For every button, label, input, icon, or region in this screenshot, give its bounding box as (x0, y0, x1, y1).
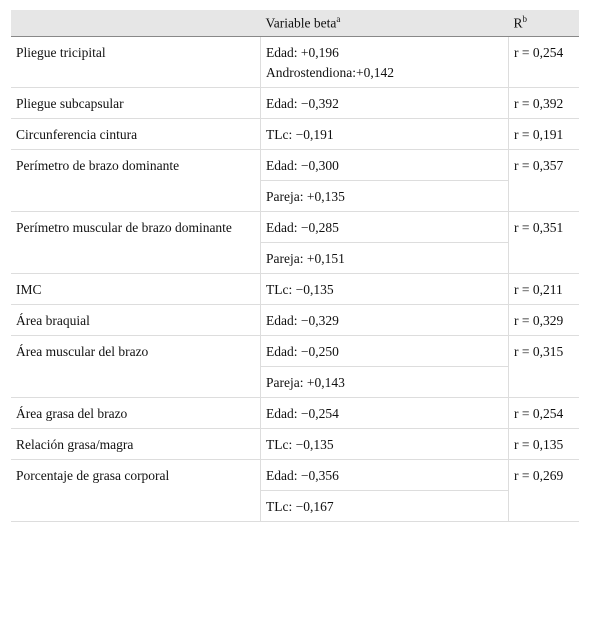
table-row: Pareja: +0,135 (11, 180, 579, 212)
beta-value: Pareja: +0,135 (266, 189, 345, 204)
beta-cell: Pareja: +0,143 (260, 366, 509, 398)
r-value: r = 0,135 (508, 428, 579, 460)
row-label: Área grasa del brazo (11, 397, 261, 429)
beta-value: Edad: −0,300 (266, 158, 339, 173)
table-row: IMC TLc: −0,135 r = 0,211 (11, 273, 579, 305)
header-text: Variable beta (265, 15, 337, 31)
row-label: Área muscular del brazo (11, 335, 261, 398)
table-row: Perímetro de brazo dominante Edad: −0,300… (11, 149, 579, 212)
footnote-mark: b (522, 14, 528, 25)
row-label: Pliegue tricipital (11, 36, 261, 88)
r-value: r = 0,254 (508, 36, 579, 88)
r-value: r = 0,329 (508, 304, 579, 336)
beta-cell: TLc: −0,191 (260, 118, 509, 150)
beta-value: Edad: −0,392 (266, 96, 339, 111)
r-value: r = 0,351 (508, 211, 579, 274)
beta-cell: Edad: −0,300 (260, 149, 509, 181)
footnote-mark: a (336, 14, 341, 25)
table-row: Porcentaje de grasa corporal Edad: −0,356… (11, 459, 579, 522)
r-value: r = 0,211 (508, 273, 579, 305)
row-label: IMC (11, 273, 261, 305)
table-row: Área grasa del brazo Edad: −0,254 r = 0,25… (11, 397, 579, 429)
table-row: Relación grasa/magra TLc: −0,135 r = 0,135 (11, 428, 579, 460)
beta-value: Edad: −0,356 (266, 468, 339, 483)
r-value: r = 0,392 (508, 87, 579, 119)
beta-value: Androstendiona:+0,142 (266, 65, 394, 80)
r-value: r = 0,191 (508, 118, 579, 150)
row-label: Área braquial (11, 304, 261, 336)
beta-value: TLc: −0,191 (266, 127, 334, 142)
beta-cell: TLc: −0,135 (260, 273, 509, 305)
beta-cell: Pareja: +0,151 (260, 242, 509, 274)
header-text: R (513, 15, 523, 31)
r-value: r = 0,315 (508, 335, 579, 398)
table-row: Pliegue subcapsular Edad: −0,392 r = 0,392 (11, 87, 579, 119)
table-row: TLc: −0,167 (11, 490, 579, 522)
beta-cell: TLc: −0,135 (260, 428, 509, 460)
header-row: Variable betaa Rb (11, 10, 579, 37)
beta-value: Edad: −0,285 (266, 220, 339, 235)
table-body: Pliegue tricipital Edad: +0,196 Androstend… (11, 36, 579, 522)
results-table: Variable betaa Rb Pliegue tricipital Edad… (11, 10, 579, 522)
beta-value: Edad: +0,196 (266, 45, 339, 60)
beta-cell: Pareja: +0,135 (260, 180, 509, 212)
beta-cell: TLc: −0,167 (260, 490, 509, 522)
beta-cell: Edad: +0,196 Androstendiona:+0,142 (260, 36, 509, 88)
beta-cell: Edad: −0,356 (260, 459, 509, 491)
beta-value: Edad: −0,329 (266, 313, 339, 328)
beta-value: TLc: −0,135 (266, 282, 334, 297)
header-cell: Rb (508, 10, 579, 37)
row-label: Perímetro de brazo dominante (11, 149, 261, 212)
table-row: Perímetro muscular de brazo dominante Eda… (11, 211, 579, 274)
beta-cell: Edad: −0,285 (260, 211, 509, 243)
table-row: Pliegue tricipital Edad: +0,196 Androstend… (11, 36, 579, 88)
table-row: Área muscular del brazo Edad: −0,250 r = 0… (11, 335, 579, 398)
beta-cell: Edad: −0,329 (260, 304, 509, 336)
row-label: Relación grasa/magra (11, 428, 261, 460)
table-row: Área braquial Edad: −0,329 r = 0,329 (11, 304, 579, 336)
beta-value: TLc: −0,167 (266, 499, 334, 514)
header-cell: Variable betaa (260, 10, 509, 37)
beta-cell: Edad: −0,392 (260, 87, 509, 119)
header-cell (11, 10, 261, 37)
table-head: Variable betaa Rb (11, 10, 579, 37)
row-label: Porcentaje de grasa corporal (11, 459, 261, 522)
table-row: Pareja: +0,143 (11, 366, 579, 398)
beta-cell: Edad: −0,254 (260, 397, 509, 429)
beta-value: Pareja: +0,143 (266, 375, 345, 390)
r-value: r = 0,254 (508, 397, 579, 429)
beta-value: Pareja: +0,151 (266, 251, 345, 266)
row-label: Circunferencia cintura (11, 118, 261, 150)
table-row: Circunferencia cintura TLc: −0,191 r = 0,1… (11, 118, 579, 150)
row-label: Pliegue subcapsular (11, 87, 261, 119)
beta-cell: Edad: −0,250 (260, 335, 509, 367)
r-value: r = 0,269 (508, 459, 579, 522)
row-label: Perímetro muscular de brazo dominante (11, 211, 261, 274)
beta-value: TLc: −0,135 (266, 437, 334, 452)
beta-value: Edad: −0,250 (266, 344, 339, 359)
r-value: r = 0,357 (508, 149, 579, 212)
beta-value: Edad: −0,254 (266, 406, 339, 421)
table-row: Pareja: +0,151 (11, 242, 579, 274)
